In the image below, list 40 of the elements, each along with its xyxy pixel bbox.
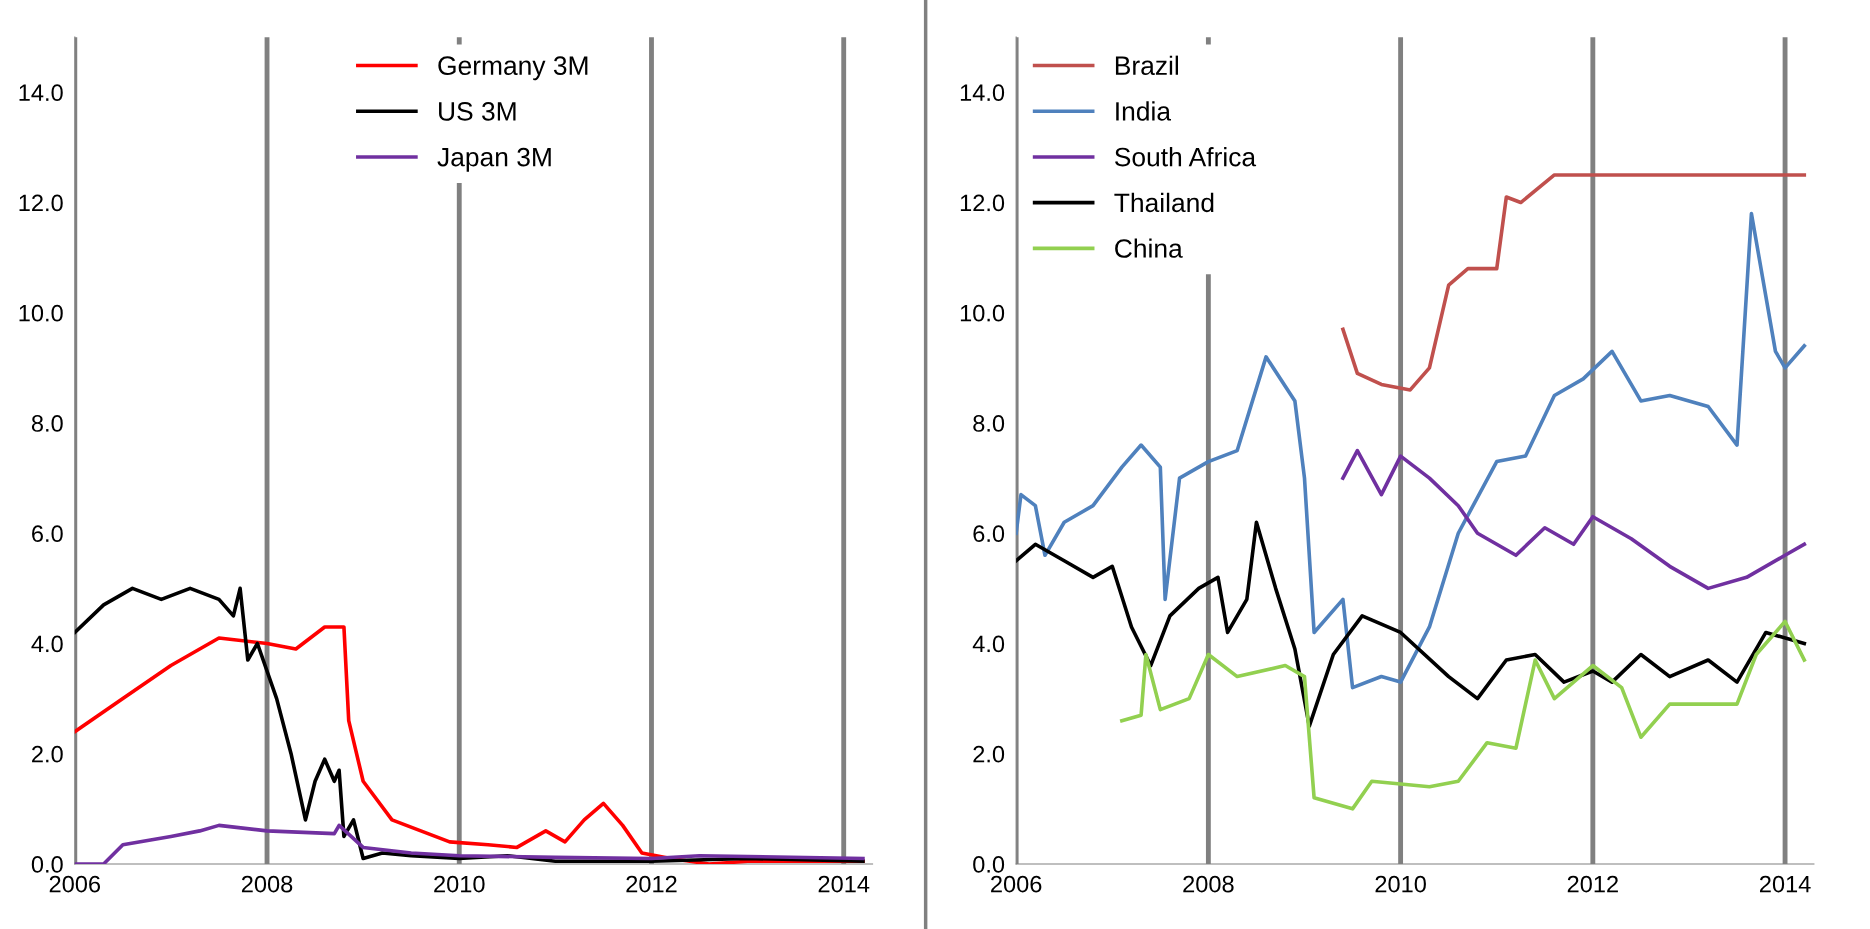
x-tick-label: 2006 <box>49 875 101 893</box>
y-tick-label: 4.0 <box>972 635 1005 653</box>
y-tick-label: 12.0 <box>19 194 63 212</box>
line-series <box>1341 448 1807 591</box>
y-tick-label: 6.0 <box>973 525 1005 543</box>
x-tick-label: 2008 <box>1183 875 1234 893</box>
y-tick-label: 12.0 <box>960 194 1005 212</box>
x-tick-label: 2014 <box>1759 875 1811 893</box>
legend-label: Germany 3M <box>438 56 588 81</box>
y-tick-label: 0.0 <box>973 856 1005 873</box>
y-tick-label: 10.0 <box>19 304 63 322</box>
line-series <box>1016 520 1807 728</box>
legend-label: Japan 3M <box>437 147 551 172</box>
legend-label: Thailand <box>1114 192 1214 213</box>
y-tick-label: 14.0 <box>960 84 1005 102</box>
x-tick-label: 2012 <box>1567 875 1618 893</box>
x-tick-label: 2010 <box>1375 875 1426 893</box>
line-series <box>1341 173 1807 392</box>
line-series <box>1016 211 1807 690</box>
x-tick-label: 2006 <box>991 875 1042 893</box>
line-series <box>74 823 865 864</box>
legend-label: US 3M <box>439 102 516 121</box>
y-tick-label: 10.0 <box>960 304 1005 322</box>
x-tick-label: 2008 <box>241 875 293 893</box>
legend-label: China <box>1115 238 1183 258</box>
legend-label: Brazil <box>1115 55 1179 76</box>
y-tick-label: 8.0 <box>973 415 1005 432</box>
y-tick-label: 0.0 <box>31 856 63 873</box>
x-tick-label: 2014 <box>818 875 870 893</box>
x-tick-label: 2010 <box>434 875 485 893</box>
legend-label: South Africa <box>1114 147 1257 167</box>
y-tick-label: 4.0 <box>31 635 63 653</box>
y-tick-label: 8.0 <box>31 415 63 432</box>
x-tick-label: 2012 <box>626 875 677 893</box>
y-tick-label: 6.0 <box>32 525 63 543</box>
line-series <box>1120 619 1807 811</box>
legend-label: India <box>1116 101 1172 121</box>
y-tick-label: 2.0 <box>973 745 1005 763</box>
y-tick-label: 14.0 <box>19 84 63 102</box>
y-tick-label: 2.0 <box>32 745 63 763</box>
